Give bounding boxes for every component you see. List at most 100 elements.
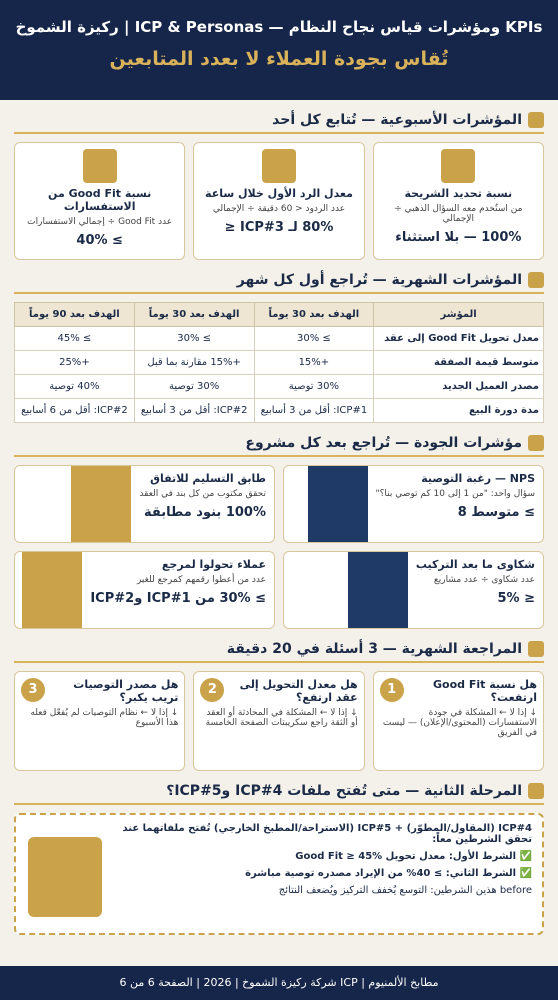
card-text: عملاء تحولوا لمرجع عدد من أعطوا رقمهم كمر… <box>82 552 274 628</box>
number: 3 <box>21 678 46 702</box>
note: before هذين الشرطين: التوسع يُخفف التركي… <box>278 885 532 896</box>
section-title-text: مؤشرات الجودة — تُراجع بعد كل مشروع <box>245 435 522 451</box>
table-row: مصدر العميل الجديد 30% توصية 30% توصية 40% … <box>14 374 544 399</box>
intro: ICP#4 (المقاول/المطوّر) + ICP#5 (الاسترا… <box>122 823 532 845</box>
number: 1 <box>379 678 404 702</box>
icon <box>528 435 544 451</box>
question: هل مصدر التوصيات تريب يكبر؟ <box>73 678 179 704</box>
section-title: المؤشرات الأسبوعية — تُتابع كل أحد <box>14 112 544 134</box>
table: المؤشر الهدف بعد 30 يوماً الهدف بعد 30 يوم… <box>14 302 544 423</box>
number: 2 <box>200 678 225 702</box>
quality: مؤشرات الجودة — تُراجع بعد كل مشروع طابق… <box>14 435 544 629</box>
card-value: 100% بنود مطابقة <box>144 505 266 520</box>
cell: ≥ 30% <box>133 326 255 351</box>
header-cell: المؤشر <box>373 302 544 327</box>
condition: ✅ الشرط الأول: معدل تحويل Good Fit ≥ 45% <box>295 851 532 862</box>
review-card: 1 هل نسبة Good Fit ارتفعت؟ ↓ إذا لا ← المش… <box>372 671 544 771</box>
header: KPIs ومؤشرات قياس نجاح النظام — ICP & Pe… <box>0 0 558 100</box>
cell: مدة دورة البيع <box>373 398 544 423</box>
table-row: متوسط قيمة الصفقة +15% +15% مقارنة بما قبل… <box>14 350 544 375</box>
answer: ↓ إذا لا ← نظام التوصيات لم يُفعّل فعله … <box>30 708 179 728</box>
card-title: نسبة تحديد الشريحة <box>404 187 513 200</box>
review-cards: 1 هل نسبة Good Fit ارتفعت؟ ↓ إذا لا ← المش… <box>14 671 544 771</box>
card-desc: عدد Good Fit ÷ إجمالي الاستفسارات <box>27 217 173 227</box>
card-desc: عدد من أعطوا رقمهم كمرجع للغير <box>136 575 266 585</box>
card-value: ≤ 5% <box>497 591 536 606</box>
cell: 30% توصية <box>133 374 255 399</box>
card-desc: عدد شكاوى ÷ عدد مشاريع <box>433 575 535 585</box>
card-desc: من استُخدم معه السؤال الذهبي ÷ الإجمالي <box>394 204 523 224</box>
card-text: شكاوى ما بعد التركيب عدد شكاوى ÷ عدد مشار… <box>408 552 543 628</box>
cell: مصدر العميل الجديد <box>373 374 544 399</box>
header-cell: الهدف بعد 90 يوماً <box>14 302 135 327</box>
section-title: المراجعة الشهرية — 3 أسئلة في 20 دقيقة <box>14 641 544 663</box>
table-row: معدل تحويل Good Fit إلى عقد ≥ 30% ≥ 30% ≥ 4… <box>14 326 544 351</box>
section-title: المؤشرات الشهرية — تُراجع أول كل شهر <box>14 272 544 294</box>
answer: ↓ إذا لا ← المشكلة في المحادثة أو العقد … <box>205 708 358 728</box>
review-card: 3 هل مصدر التوصيات تريب يكبر؟ ↓ إذا لا ← ن… <box>14 671 186 771</box>
cell: ICP#2: أقل من 6 أسابيع <box>14 398 135 423</box>
cell: ICP#2: أقل من 3 أسابيع <box>133 398 255 423</box>
section-title-text: المرحلة الثانية — متى تُفتح ملفات ICP#4 … <box>166 783 522 799</box>
icon <box>528 112 544 128</box>
section-title: المرحلة الثانية — متى تُفتح ملفات ICP#4 … <box>14 783 544 805</box>
lock-icon <box>28 837 102 917</box>
icon <box>307 466 368 542</box>
cell: +25% <box>14 350 135 375</box>
icon <box>528 641 544 657</box>
card-title: معدل الرد الأول خلال ساعة <box>205 187 353 200</box>
icon <box>347 552 408 628</box>
quality-cards: طابق التسليم للاتفاق تحقق مكتوب من كل بند… <box>14 465 544 629</box>
cell: 30% توصية <box>253 374 375 399</box>
card-desc: تحقق مكتوب من كل بند في العقد <box>139 489 266 499</box>
phase2-box: ICP#4 (المقاول/المطوّر) + ICP#5 (الاسترا… <box>14 813 544 935</box>
icon <box>528 272 544 288</box>
card-desc: سؤال واحد: "من 1 إلى 10 كم توصي بنا؟" <box>375 489 536 499</box>
card-text: NPS — رغبة التوصية سؤال واحد: "من 1 إلى 1… <box>368 466 544 542</box>
cell: 40% توصية <box>14 374 135 399</box>
icon <box>262 149 297 183</box>
card-value: ≥ 40% <box>76 233 123 248</box>
phase2: المرحلة الثانية — متى تُفتح ملفات ICP#4 … <box>14 783 544 935</box>
title: KPIs ومؤشرات قياس نجاح النظام — ICP & Pe… <box>15 18 543 36</box>
monthly: المؤشرات الشهرية — تُراجع أول كل شهر الم… <box>14 272 544 423</box>
condition: ✅ الشرط الثاني: ≥ 40% من الإيراد مصدره ت… <box>245 868 532 879</box>
card-title: عملاء تحولوا لمرجع <box>161 558 266 571</box>
kpi-card: نسبة تحديد الشريحة من استُخدم معه السؤال … <box>372 142 544 260</box>
cell: معدل تحويل Good Fit إلى عقد <box>373 326 544 351</box>
cell: ≥ 30% <box>253 326 375 351</box>
card-title: شكاوى ما بعد التركيب <box>415 558 535 571</box>
review-card: 2 هل معدل التحويل إلى عقد ارتفع؟ ↓ إذا لا … <box>193 671 365 771</box>
question: هل نسبة Good Fit ارتفعت؟ <box>433 678 537 704</box>
footer: مطابخ الألمنيوم | ICP شركة ركيزة الشموخ … <box>0 966 558 1000</box>
icon <box>82 149 117 183</box>
card-value: ≥ متوسط 8 <box>457 505 535 520</box>
header-cell: الهدف بعد 30 يوماً <box>253 302 375 327</box>
table-row: مدة دورة البيع ICP#1: أقل من 3 أسابيع ICP#… <box>14 398 544 423</box>
weekly: المؤشرات الأسبوعية — تُتابع كل أحد نسبة … <box>14 112 544 260</box>
subtitle: تُقاس بجودة العملاء لا بعدد المتابعين <box>109 48 449 70</box>
card-title: NPS — رغبة التوصية <box>421 472 535 485</box>
card-desc: عدد الردود < 60 دقيقة ÷ الإجمالي <box>212 204 346 214</box>
card-text: طابق التسليم للاتفاق تحقق مكتوب من كل بند… <box>131 466 274 542</box>
cell: +15% مقارنة بما قبل <box>133 350 255 375</box>
question: هل معدل التحويل إلى عقد ارتفع؟ <box>239 678 358 704</box>
card-title: نسبة Good Fit من الاستفسارات <box>48 187 152 213</box>
quality-card: طابق التسليم للاتفاق تحقق مكتوب من كل بند… <box>14 465 275 543</box>
kpi-card: نسبة Good Fit من الاستفسارات عدد Good Fit… <box>14 142 186 260</box>
icon <box>71 466 132 542</box>
answer: ↓ إذا لا ← المشكلة في جودة الاستفسارات (… <box>382 708 537 738</box>
kpi-card: معدل الرد الأول خلال ساعة عدد الردود < 60… <box>193 142 365 260</box>
cell: ≥ 45% <box>14 326 135 351</box>
header-cell: الهدف بعد 30 يوماً <box>133 302 255 327</box>
review: المراجعة الشهرية — 3 أسئلة في 20 دقيقة 1… <box>14 641 544 771</box>
icon <box>528 783 544 799</box>
cell: متوسط قيمة الصفقة <box>373 350 544 375</box>
table-header: المؤشر الهدف بعد 30 يوماً الهدف بعد 30 يوم… <box>14 302 544 327</box>
weekly-cards: نسبة تحديد الشريحة من استُخدم معه السؤال … <box>14 142 544 260</box>
cell: ICP#1: أقل من 3 أسابيع <box>253 398 375 423</box>
section-title: مؤشرات الجودة — تُراجع بعد كل مشروع <box>14 435 544 457</box>
section-title-text: المؤشرات الأسبوعية — تُتابع كل أحد <box>272 112 522 128</box>
card-title: طابق التسليم للاتفاق <box>150 472 266 485</box>
